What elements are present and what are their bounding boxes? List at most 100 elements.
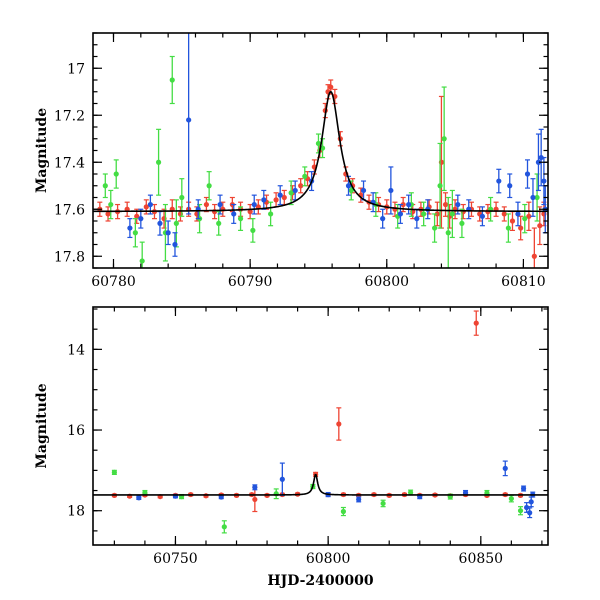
marker-red (518, 225, 524, 231)
data-point-blue (524, 159, 531, 189)
marker-green (421, 211, 427, 217)
marker-blue (127, 225, 133, 231)
marker-green (132, 230, 138, 236)
model-curve (93, 90, 548, 213)
top-panel: 60780 60790 60800 60810 17 17.2 17.4 17.6 17.8 Ma… (34, 32, 549, 290)
data-point-red (203, 493, 209, 499)
marker-green (142, 489, 148, 496)
marker-green (431, 225, 438, 231)
marker-blue (530, 194, 536, 201)
data-point-green (155, 128, 162, 196)
x-axis-label: HJD-2400000 (267, 573, 374, 589)
data-point-blue (251, 194, 257, 215)
data-point-blue (406, 194, 412, 215)
marker-blue (252, 484, 258, 490)
marker-blue (541, 178, 547, 184)
marker-blue (520, 485, 527, 492)
data-point-blue (127, 218, 133, 239)
marker-green (380, 500, 386, 507)
data-point-red (473, 310, 479, 336)
data-point-blue (541, 156, 547, 206)
y-axis-label: Magnitude (34, 383, 50, 468)
marker-red (531, 253, 537, 259)
x-tick-label: 60850 (459, 551, 504, 567)
marker-green (216, 220, 222, 226)
marker-red (281, 194, 287, 201)
marker-blue (380, 216, 386, 222)
marker-green (522, 216, 528, 222)
marker-green (534, 194, 540, 201)
data-point-red (169, 199, 175, 220)
marker-red (526, 213, 532, 219)
marker-red (105, 211, 111, 217)
marker-red (143, 204, 149, 210)
x-tick-label: 60810 (501, 274, 546, 290)
data-point-green (139, 241, 145, 268)
marker-blue (406, 201, 412, 208)
x-tick-label: 60780 (91, 274, 136, 290)
data-point-green (340, 506, 347, 517)
data-point-blue (157, 211, 163, 236)
data-point-blue (261, 189, 267, 210)
data-point-green (273, 488, 279, 500)
data-point-blue (356, 496, 362, 503)
series-green (102, 55, 540, 268)
marker-green (505, 225, 511, 231)
data-point-green (179, 178, 185, 217)
plot-frame (92, 306, 549, 546)
marker-green (315, 140, 322, 147)
data-point-blue (172, 232, 178, 257)
data-point-green (237, 206, 244, 231)
data-point-green (113, 159, 119, 189)
marker-green (340, 508, 347, 515)
data-point-green (111, 469, 117, 476)
data-point-green (380, 499, 386, 508)
marker-green (221, 524, 227, 530)
marker-blue (502, 465, 508, 471)
data-point-blue (528, 496, 534, 508)
data-point-red (531, 227, 537, 268)
data-point-blue (520, 485, 527, 492)
marker-blue (535, 159, 542, 165)
marker-green (169, 77, 175, 83)
marker-green (449, 211, 455, 217)
marker-blue (388, 187, 394, 194)
data-point-blue (277, 185, 283, 206)
data-point-blue (479, 206, 486, 227)
marker-green (407, 489, 414, 496)
data-point-blue (515, 201, 521, 227)
series-blue (136, 460, 536, 519)
marker-red (247, 209, 253, 215)
data-point-blue (502, 460, 508, 477)
data-point-green (221, 520, 227, 534)
data-point-blue (538, 128, 544, 187)
marker-green (206, 183, 212, 189)
marker-blue (496, 178, 502, 184)
data-point-green (437, 142, 443, 229)
marker-green (517, 508, 524, 514)
marker-blue (279, 476, 285, 482)
data-layer (93, 310, 548, 534)
marker-green (108, 201, 114, 208)
data-point-green (517, 506, 524, 516)
data-point-blue (165, 220, 171, 246)
data-point-red (434, 201, 440, 227)
marker-blue (507, 183, 513, 189)
marker-blue (479, 213, 486, 219)
marker-green (250, 227, 256, 233)
marker-red (434, 211, 440, 217)
marker-green (173, 220, 179, 226)
marker-blue (292, 187, 298, 194)
marker-green (237, 216, 244, 222)
data-point-blue (380, 208, 386, 229)
marker-green (288, 190, 294, 196)
marker-green (102, 183, 108, 189)
marker-blue (528, 499, 534, 505)
data-point-red (537, 206, 543, 246)
data-point-green (173, 199, 179, 248)
marker-green (111, 469, 117, 475)
marker-blue (527, 510, 533, 516)
marker-green (179, 194, 185, 201)
